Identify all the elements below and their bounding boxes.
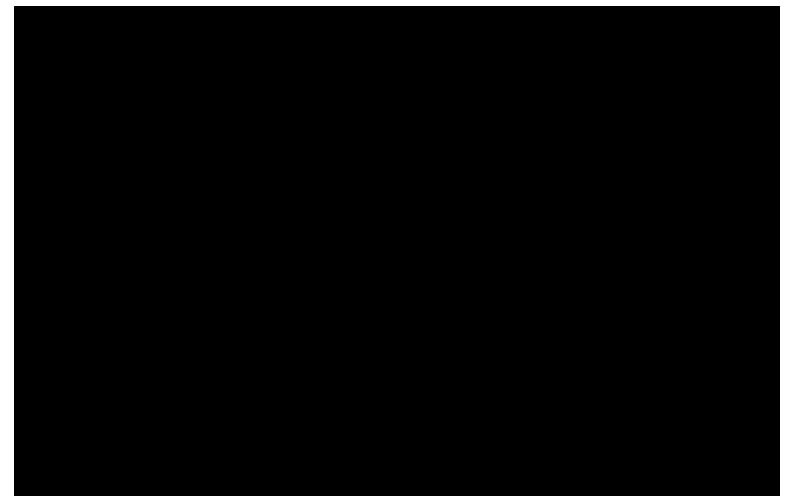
- word-cloud: [14, 6, 780, 496]
